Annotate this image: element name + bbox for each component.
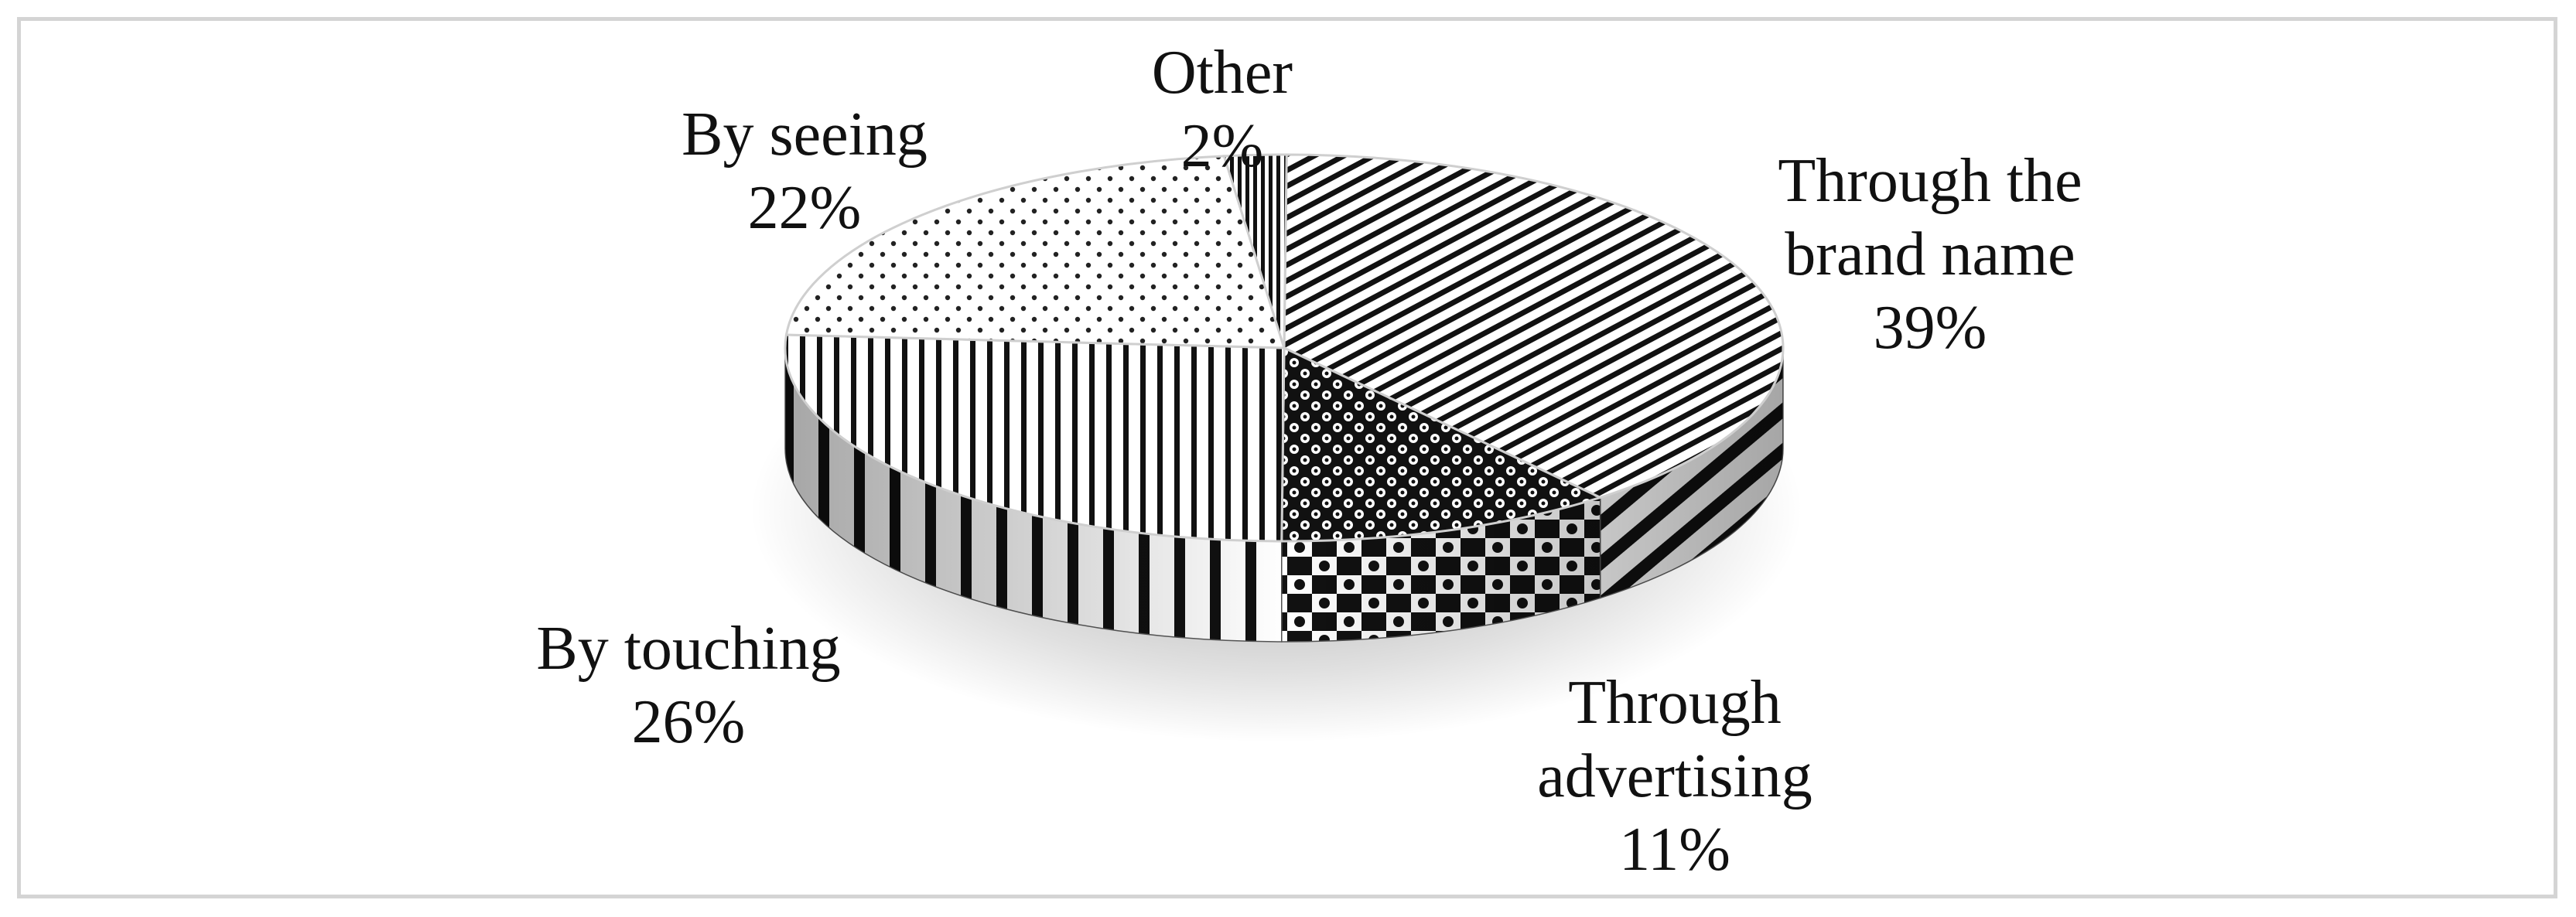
slice-name-line: advertising <box>1537 742 1812 810</box>
slice-name-line: Through the <box>1778 147 2082 215</box>
slice-label-by-touching: By touching 26% <box>536 615 840 756</box>
pie-slice-by-touching <box>784 333 1286 543</box>
pie-slice-other <box>1222 153 1288 349</box>
pie-slice-through-the-brand-name <box>1283 153 1785 499</box>
slice-percent: 2% <box>1181 112 1264 180</box>
slice-label-other: Other 2% <box>1152 39 1293 180</box>
slice-name-line: Through <box>1568 669 1782 737</box>
slice-percent: 26% <box>632 688 746 756</box>
slice-label-through-the-brand-name: Through the brand name 39% <box>1778 147 2082 362</box>
slice-label-by-seeing: By seeing 22% <box>682 101 928 242</box>
slice-percent: 39% <box>1874 294 1987 362</box>
slice-percent: 22% <box>748 174 862 242</box>
pie-slice-by-seeing <box>784 155 1286 349</box>
slice-name-line: brand name <box>1785 220 2075 288</box>
pie-slice-through-advertising <box>1280 346 1604 543</box>
slice-label-through-advertising: Through advertising 11% <box>1537 669 1812 884</box>
pie-labels: Through the brand name 39% Through advertisi… <box>536 39 2082 884</box>
slice-name-line: By seeing <box>682 101 928 169</box>
slice-name-line: By touching <box>536 615 840 683</box>
slice-name-line: Other <box>1152 39 1293 107</box>
pie-side-walls <box>784 347 1784 643</box>
slice-percent: 11% <box>1619 816 1730 884</box>
pie-top-faces <box>784 153 1785 543</box>
pie-wall-shading <box>785 348 1783 642</box>
